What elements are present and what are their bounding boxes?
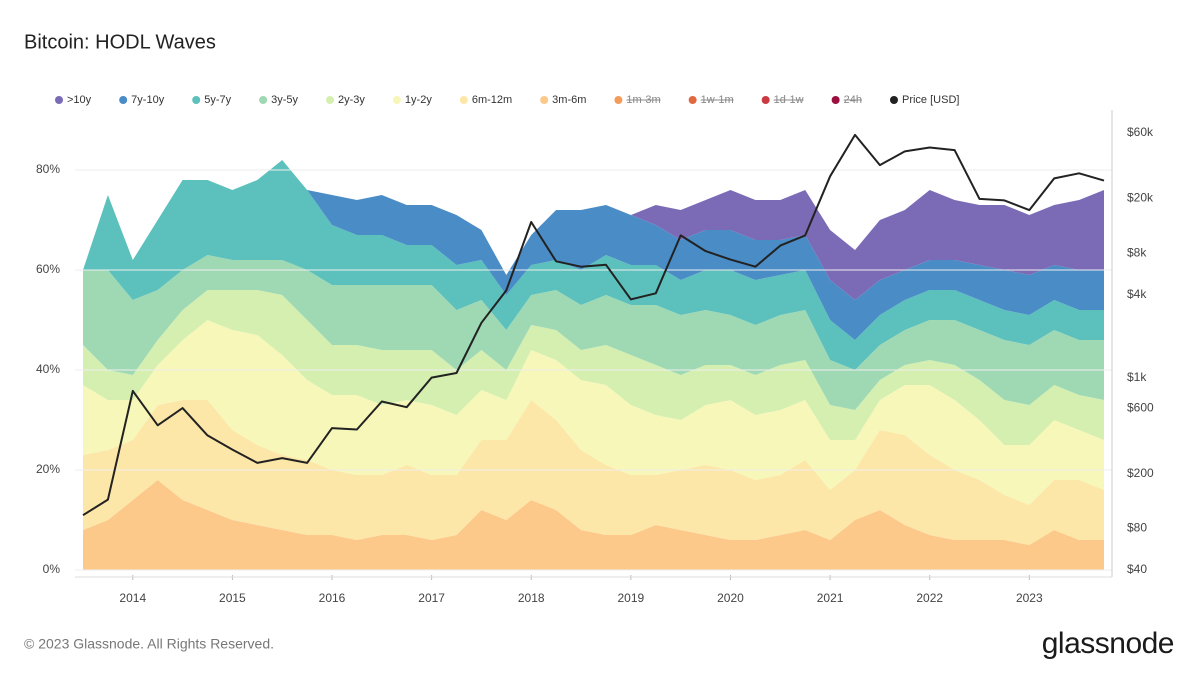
legend-label[interactable]: 1y-2y (405, 94, 432, 106)
area (83, 160, 1104, 340)
area (83, 480, 1104, 570)
y2-tick-label: $1k (1127, 370, 1147, 384)
area (83, 255, 1104, 410)
y2-tick-label: $60k (1127, 125, 1154, 139)
y2-tick-label: $40 (1127, 562, 1147, 576)
x-tick-label: 2022 (916, 591, 943, 605)
x-tick-label: 2023 (1016, 591, 1043, 605)
legend-marker (459, 96, 468, 104)
legend-label[interactable]: 7y-10y (131, 94, 165, 106)
legend-label[interactable]: 3m-6m (552, 94, 586, 106)
x-tick-label: 2015 (219, 591, 246, 605)
legend-label[interactable]: >10y (67, 94, 92, 106)
y2-tick-label: $20k (1127, 191, 1154, 205)
legend-label[interactable]: 3y-5y (271, 94, 298, 106)
y2-tick-label: $80 (1127, 521, 1147, 535)
area (83, 160, 1104, 300)
y-tick-label: 80% (36, 162, 60, 176)
legend-marker (540, 96, 549, 104)
y2-tick-label: $600 (1127, 400, 1154, 414)
x-tick-label: 2017 (418, 591, 445, 605)
area (83, 290, 1104, 445)
y-tick-label: 0% (43, 562, 61, 576)
legend-marker (761, 96, 770, 104)
x-tick-label: 2021 (817, 591, 844, 605)
x-tick-label: 2018 (518, 591, 545, 605)
x-tick-label: 2019 (618, 591, 645, 605)
copyright: © 2023 Glassnode. All Rights Reserved. (24, 636, 274, 652)
y-tick-label: 60% (36, 262, 60, 276)
y-tick-label: 20% (36, 462, 60, 476)
legend-label[interactable]: 2y-3y (338, 94, 365, 106)
y-tick-label: 40% (36, 362, 60, 376)
brand-logo: glassnode (1042, 627, 1174, 660)
x-tick-label: 2016 (319, 591, 346, 605)
legend-marker (614, 96, 623, 104)
legend-label[interactable]: 6m-12m (472, 94, 512, 106)
legend-marker (326, 96, 335, 104)
area (83, 400, 1104, 545)
y2-tick-label: $4k (1127, 287, 1147, 301)
y2-tick-label: $200 (1127, 466, 1154, 480)
legend-marker (119, 96, 128, 104)
legend-marker (688, 96, 697, 104)
legend-label[interactable]: Price [USD] (902, 94, 959, 106)
area (83, 320, 1104, 505)
x-tick-label: 2020 (717, 591, 744, 605)
legend-marker (889, 96, 898, 104)
legend-marker (259, 96, 268, 104)
legend-marker (192, 96, 201, 104)
x-tick-label: 2014 (119, 591, 146, 605)
legend-label[interactable]: 5y-7y (204, 94, 231, 106)
chart-title: Bitcoin: HODL Waves (24, 31, 216, 53)
legend-marker (392, 96, 401, 104)
legend-marker (831, 96, 840, 104)
legend-marker (55, 96, 63, 104)
plot-area (83, 160, 1104, 570)
y2-tick-label: $8k (1127, 245, 1147, 259)
price-line (82, 133, 1105, 517)
